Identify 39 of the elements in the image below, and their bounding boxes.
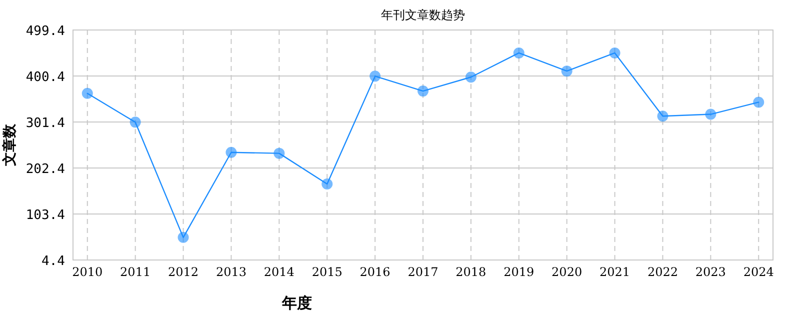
point bbox=[178, 232, 189, 243]
x-tick-label: 2013 bbox=[216, 265, 246, 279]
point bbox=[705, 108, 716, 120]
chart-title: 年刊文章数趋势 bbox=[381, 8, 465, 22]
y-axis-title: 文章数 bbox=[1, 123, 18, 167]
point bbox=[513, 47, 524, 58]
x-tick-label: 2014 bbox=[264, 265, 295, 279]
y-tick-label: 202.4 bbox=[26, 162, 66, 177]
point bbox=[657, 110, 668, 122]
point bbox=[82, 88, 93, 99]
point bbox=[130, 116, 141, 128]
x-tick-label: 2019 bbox=[504, 265, 534, 279]
x-tick-label: 2011 bbox=[120, 265, 151, 279]
point bbox=[274, 148, 285, 159]
x-tick-label: 2024 bbox=[743, 265, 774, 279]
x-tick-label: 2023 bbox=[695, 265, 726, 279]
x-tick-label: 2021 bbox=[600, 265, 630, 279]
x-tick-label: 2017 bbox=[408, 265, 438, 279]
y-tick-label: 499.4 bbox=[26, 24, 66, 39]
x-tick-label: 2012 bbox=[168, 265, 199, 279]
x-tick-label: 2015 bbox=[312, 265, 342, 279]
point bbox=[465, 72, 476, 83]
x-tick-label: 2020 bbox=[552, 265, 582, 279]
point bbox=[561, 66, 572, 77]
y-tick-label: 4.4 bbox=[42, 254, 66, 269]
y-tick-label: 103.4 bbox=[26, 208, 66, 223]
point bbox=[418, 86, 428, 97]
x-tick-label: 2018 bbox=[456, 265, 486, 279]
x-axis-title: 年度 bbox=[281, 294, 312, 312]
point bbox=[609, 47, 620, 58]
x-tick-label: 2022 bbox=[647, 265, 678, 279]
point bbox=[753, 96, 764, 108]
y-tick-label: 301.4 bbox=[26, 116, 66, 131]
point bbox=[322, 178, 333, 190]
x-tick-label: 2016 bbox=[360, 265, 390, 279]
point bbox=[370, 70, 381, 82]
y-tick-label: 400.4 bbox=[26, 70, 66, 85]
x-tick-label: 2010 bbox=[72, 265, 103, 279]
point bbox=[226, 146, 237, 158]
